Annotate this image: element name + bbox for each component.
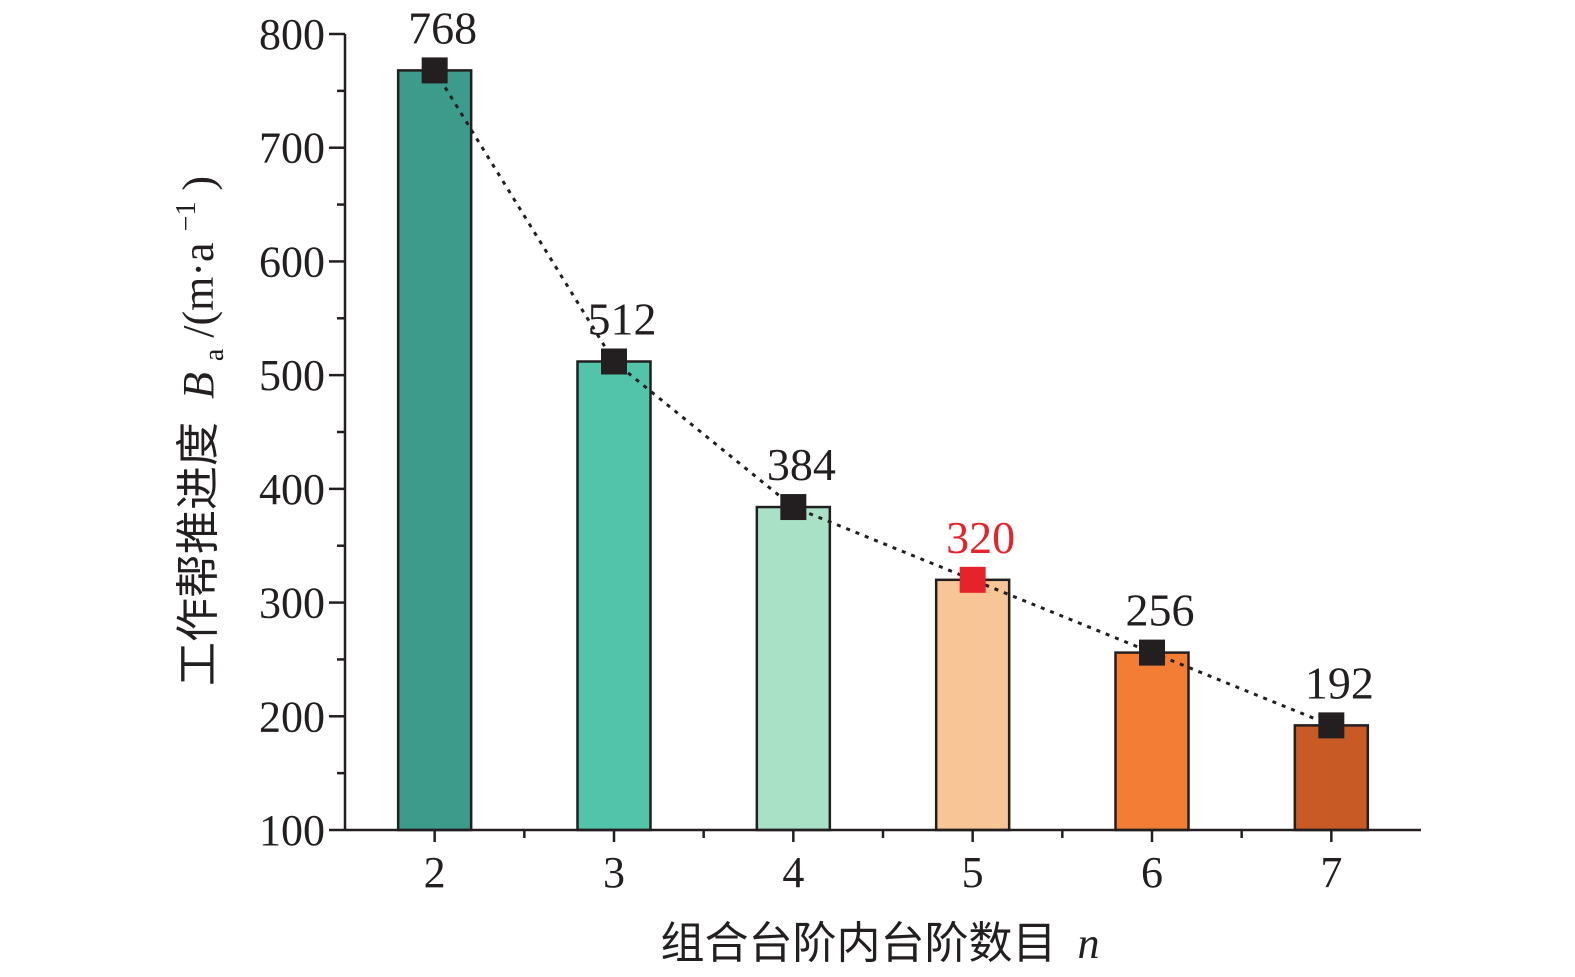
y-tick-label: 500 xyxy=(259,351,325,400)
y-tick-label: 300 xyxy=(259,579,325,628)
marker-3 xyxy=(601,348,627,375)
trend-line xyxy=(433,69,1332,727)
x-axis-title: 组合台阶内台阶数目 n xyxy=(661,919,1100,968)
marker-2 xyxy=(421,57,448,84)
bar-5 xyxy=(934,578,1011,832)
y-axis-title-var: B xyxy=(174,372,223,399)
x-axis-title-text: 组合台阶内台阶数目 xyxy=(661,919,1057,968)
marker-6 xyxy=(1139,639,1165,666)
y-tick-label: 700 xyxy=(259,124,325,173)
bars xyxy=(396,69,1370,832)
marker-7 xyxy=(1318,712,1345,739)
x-axis-title-var: n xyxy=(1078,919,1100,968)
x-tick-label: 6 xyxy=(1141,848,1163,897)
data-label-5: 320 xyxy=(946,512,1015,563)
y-axis-title: 工作帮推进度 B a /(m·a −1 ) xyxy=(156,176,233,686)
y-tick-label: 100 xyxy=(259,806,325,855)
bar-4 xyxy=(755,505,832,832)
bar-3 xyxy=(576,360,652,832)
data-label-3: 512 xyxy=(588,293,657,344)
x-tick-label: 7 xyxy=(1320,848,1342,897)
data-label-7: 192 xyxy=(1305,657,1374,708)
y-tick-label: 600 xyxy=(259,237,325,286)
y-axis-title-sup: −1 xyxy=(171,202,202,232)
x-axis-ticks: 2 3 4 5 6 7 xyxy=(424,830,1342,897)
y-tick-label: 800 xyxy=(259,10,325,59)
y-axis-title-sub: a xyxy=(199,348,230,361)
data-labels: 768 512 384 320 256 192 xyxy=(408,2,1374,708)
data-label-4: 384 xyxy=(767,439,836,490)
y-axis-title-text: 工作帮推进度 xyxy=(174,422,223,686)
data-label-6: 256 xyxy=(1126,585,1195,636)
marker-4 xyxy=(780,494,807,521)
markers xyxy=(421,57,1345,739)
x-tick-label: 5 xyxy=(962,848,984,897)
x-tick-label: 4 xyxy=(782,848,804,897)
y-axis-ticks: 100 200 300 400 500 600 700 800 xyxy=(259,10,345,855)
y-axis-title-unit: /(m·a xyxy=(174,242,223,337)
x-tick-label: 2 xyxy=(424,848,446,897)
data-label-2: 768 xyxy=(408,2,477,53)
y-axis-title-unit-end: ) xyxy=(174,176,223,191)
bar-6 xyxy=(1114,651,1190,832)
x-tick-label: 3 xyxy=(603,848,625,897)
marker-5 xyxy=(959,566,986,593)
y-tick-label: 400 xyxy=(259,465,325,514)
bar-7 xyxy=(1293,724,1370,832)
bar-2 xyxy=(396,69,473,832)
y-tick-label: 200 xyxy=(259,692,325,741)
